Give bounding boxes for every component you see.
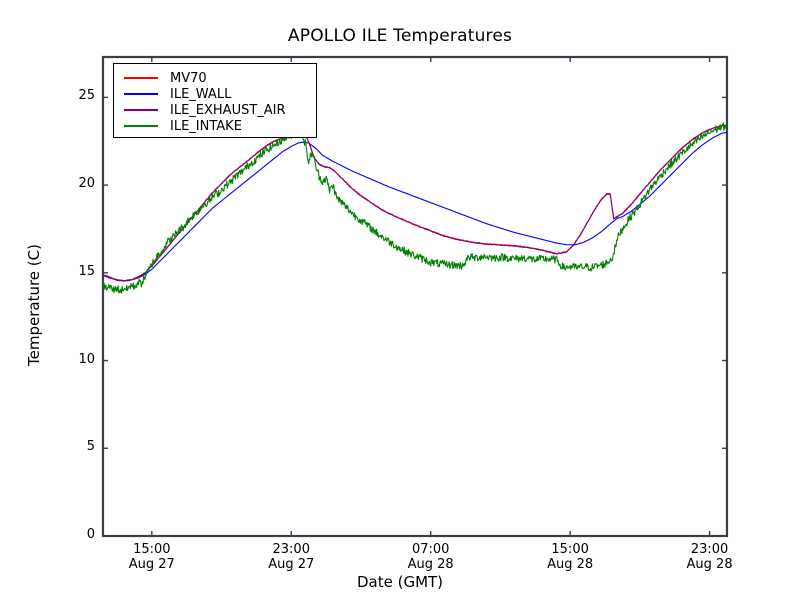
- series-line-ile-wall: [103, 131, 727, 282]
- legend-entry-ile-wall: ILE_WALL: [114, 86, 316, 102]
- y-tick-label: 20: [78, 176, 95, 192]
- x-tick-date: Aug 28: [686, 557, 733, 572]
- legend-swatch-icon: [124, 125, 158, 127]
- legend-label: ILE_WALL: [170, 86, 232, 102]
- x-tick-label: 07:00 Aug 28: [371, 542, 491, 572]
- x-axis-label: Date (GMT): [356, 573, 444, 591]
- x-tick-date: Aug 27: [268, 557, 315, 572]
- legend-label: ILE_INTAKE: [170, 118, 242, 134]
- x-tick-date: Aug 28: [407, 557, 454, 572]
- x-tick-time: 23:00: [272, 542, 310, 557]
- series-line-mv70: [103, 124, 727, 282]
- legend-swatch-icon: [124, 109, 158, 111]
- legend-label: MV70: [170, 70, 207, 86]
- y-tick-label: 25: [78, 88, 95, 104]
- x-tick-time: 15:00: [551, 542, 589, 557]
- y-tick-label: 10: [78, 351, 95, 367]
- series-line-ile-intake: [103, 122, 727, 294]
- x-tick-time: 15:00: [133, 542, 171, 557]
- legend-entry-mv70: MV70: [114, 70, 316, 86]
- chart-title: APOLLO ILE Temperatures: [287, 26, 513, 46]
- x-tick-label: 23:00 Aug 27: [231, 542, 351, 572]
- x-tick-date: Aug 27: [128, 557, 175, 572]
- x-tick-date: Aug 28: [547, 557, 594, 572]
- legend-swatch-icon: [124, 77, 158, 79]
- x-tick-label: 15:00 Aug 27: [92, 542, 212, 572]
- x-tick-label: 23:00 Aug 28: [650, 542, 770, 572]
- chart-legend: MV70 ILE_WALL ILE_EXHAUST_AIR ILE_INTAKE: [113, 63, 317, 138]
- legend-entry-ile-exhaust-air: ILE_EXHAUST_AIR: [114, 102, 316, 118]
- y-tick-label: 15: [78, 263, 95, 279]
- legend-label: ILE_EXHAUST_AIR: [170, 102, 286, 118]
- legend-swatch-icon: [124, 93, 158, 95]
- legend-entry-ile-intake: ILE_INTAKE: [114, 118, 316, 134]
- y-tick-label: 0: [86, 527, 95, 542]
- y-tick-label: 5: [86, 439, 95, 455]
- x-tick-time: 07:00: [411, 542, 450, 557]
- x-tick-label: 15:00 Aug 28: [510, 542, 630, 572]
- x-tick-time: 23:00: [690, 542, 729, 557]
